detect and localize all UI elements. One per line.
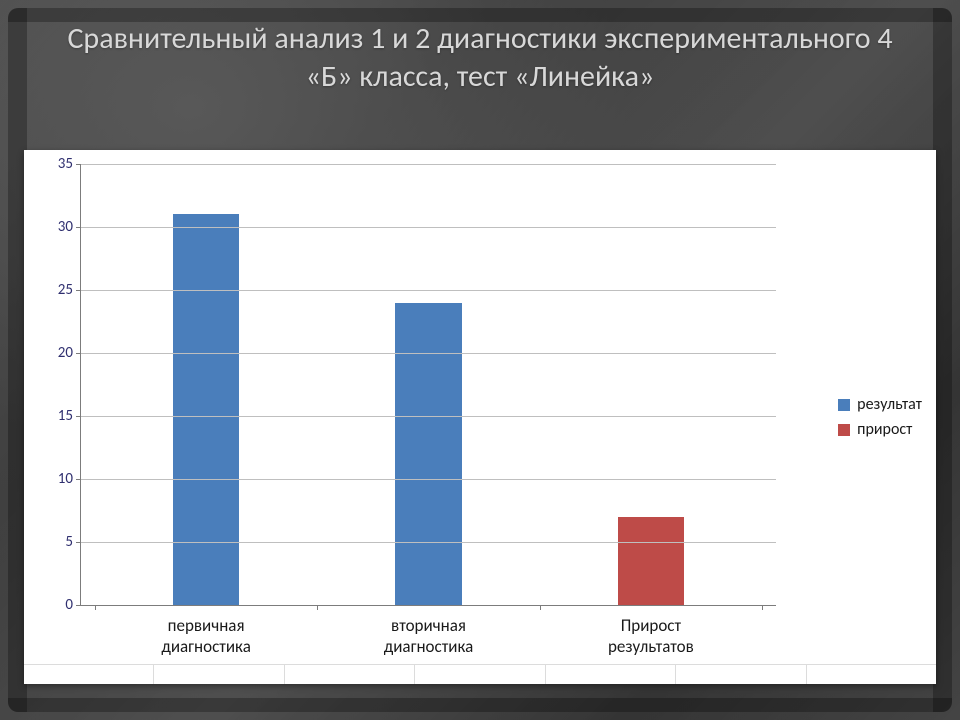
x-axis-label: первичнаядиагностика [116,605,296,658]
x-tick-mark [95,605,96,610]
bar [618,517,684,605]
footer-band [24,664,936,684]
x-tick-mark [762,605,763,610]
x-axis-label: вторичнаядиагностика [339,605,519,658]
y-tick-label: 30 [58,218,81,236]
footer-cell [154,664,284,684]
x-tick-mark [317,605,318,610]
footer-cell [415,664,545,684]
gridline [81,227,776,228]
legend-item: результат [838,395,922,414]
plot-area: 05101520253035первичнаядиагностикавторич… [80,164,776,606]
gridline [81,416,776,417]
gridline [81,542,776,543]
legend-label: прирост [857,420,912,439]
gridline [81,353,776,354]
chart-container: 0 5 10 15 20 25 30 35 первичнаядиагностика вторич… [24,150,936,684]
y-tick-label: 15 [58,407,81,425]
x-axis-label: Прирострезультатов [561,605,741,658]
legend-swatch [838,424,850,436]
gridline [81,479,776,480]
bar [173,214,239,605]
bar [395,303,461,605]
legend: результат прирост [838,389,922,445]
footer-cell [546,664,676,684]
footer-cell [24,664,154,684]
footer-cell [807,664,936,684]
y-tick-label: 5 [65,533,81,551]
footer-cell [676,664,806,684]
bars-layer [81,164,776,605]
y-tick-label: 35 [58,155,81,173]
gridline [81,164,776,165]
legend-item: прирост [838,420,922,439]
x-tick-mark [540,605,541,610]
footer-cell [285,664,415,684]
y-tick-label: 25 [58,281,81,299]
y-tick-label: 0 [65,596,81,614]
legend-swatch [838,399,850,411]
legend-label: результат [857,395,922,414]
slide-title: Сравнительный анализ 1 и 2 диагностики э… [60,20,900,95]
gridline [81,290,776,291]
y-tick-label: 20 [58,344,81,362]
y-tick-label: 10 [58,470,81,488]
